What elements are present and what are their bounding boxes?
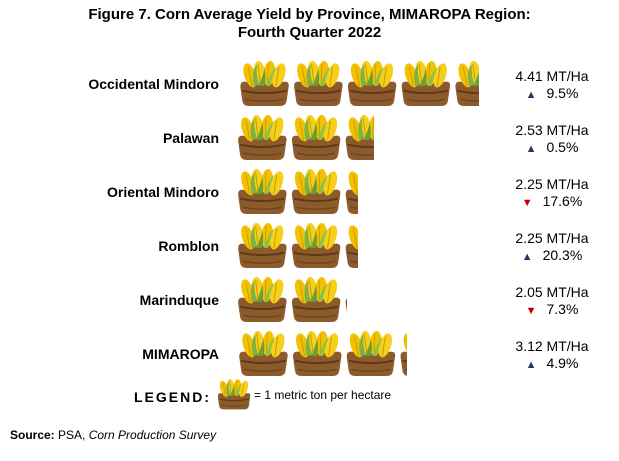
yield-value: 2.05 MT/Ha bbox=[515, 284, 589, 300]
yield-value: 4.41 MT/Ha bbox=[515, 68, 589, 84]
pictograph-bar bbox=[232, 275, 347, 323]
corn-sack-icon bbox=[237, 113, 288, 161]
corn-sack-icon bbox=[344, 167, 358, 215]
change-percent: 9.5% bbox=[546, 85, 579, 101]
corn-sack-icon bbox=[290, 275, 342, 323]
yield-value: 2.53 MT/Ha bbox=[515, 122, 589, 138]
corn-sack-icon bbox=[237, 275, 288, 323]
legend-label: LEGEND: bbox=[134, 389, 211, 405]
legend-corn-sack-icon bbox=[217, 378, 251, 411]
value-annotation: 2.05 MT/Ha ▼ 7.3% bbox=[482, 284, 619, 320]
value-annotation: 4.41 MT/Ha ▲ 9.5% bbox=[482, 68, 619, 104]
legend-text: = 1 metric ton per hectare bbox=[254, 388, 392, 402]
triangle-down-icon: ▼ bbox=[521, 197, 533, 209]
change-value: ▼ 7.3% bbox=[482, 301, 619, 320]
change-percent: 7.3% bbox=[546, 301, 579, 317]
change-value: ▲ 0.5% bbox=[482, 139, 619, 158]
change-percent: 0.5% bbox=[546, 139, 579, 155]
change-percent: 4.9% bbox=[546, 355, 579, 371]
pictograph-bar bbox=[232, 329, 407, 377]
value-annotation: 2.25 MT/Ha ▲ 20.3% bbox=[482, 230, 619, 266]
change-value: ▲ 20.3% bbox=[482, 247, 619, 266]
change-percent: 17.6% bbox=[542, 193, 583, 209]
corn-sack-icon bbox=[399, 329, 407, 377]
corn-sack-icon bbox=[239, 59, 290, 107]
corn-sack-icon bbox=[290, 221, 342, 269]
change-value: ▲ 4.9% bbox=[482, 355, 619, 374]
corn-sack-icon bbox=[237, 221, 288, 269]
corn-sack-icon bbox=[290, 167, 342, 215]
value-annotation: 2.25 MT/Ha ▼ 17.6% bbox=[482, 176, 619, 212]
value-annotation: 2.53 MT/Ha ▲ 0.5% bbox=[482, 122, 619, 158]
corn-sack-icon bbox=[345, 329, 397, 377]
corn-sack-icon bbox=[293, 59, 344, 107]
corn-sack-icon bbox=[237, 167, 288, 215]
change-value: ▲ 9.5% bbox=[482, 85, 619, 104]
province-label: Palawan bbox=[162, 130, 219, 146]
change-percent: 20.3% bbox=[542, 247, 583, 263]
corn-sack-icon bbox=[238, 329, 289, 377]
chart-title-line1: Figure 7. Corn Average Yield by Province… bbox=[88, 6, 531, 23]
pictograph-bar bbox=[232, 113, 374, 161]
corn-sack-icon bbox=[290, 113, 342, 161]
province-label: Marinduque bbox=[139, 292, 219, 308]
triangle-up-icon: ▲ bbox=[525, 359, 537, 371]
yield-value: 2.25 MT/Ha bbox=[515, 176, 589, 192]
source-note: Source: PSA, Corn Production Survey bbox=[10, 428, 216, 442]
change-value: ▼ 17.6% bbox=[482, 193, 619, 212]
value-annotation: 3.12 MT/Ha ▲ 4.9% bbox=[482, 338, 619, 374]
source-survey: Corn Production Survey bbox=[88, 428, 217, 442]
triangle-up-icon: ▲ bbox=[525, 89, 537, 101]
pictograph-bar bbox=[232, 59, 479, 107]
corn-sack-icon bbox=[344, 275, 347, 323]
pictograph-bar bbox=[232, 167, 358, 215]
corn-sack-icon bbox=[344, 221, 358, 269]
corn-sack-icon bbox=[344, 113, 374, 161]
yield-value: 3.12 MT/Ha bbox=[515, 338, 589, 354]
triangle-down-icon: ▼ bbox=[525, 305, 537, 317]
corn-sack-icon bbox=[346, 59, 398, 107]
triangle-up-icon: ▲ bbox=[525, 143, 537, 155]
province-label: MIMAROPA bbox=[142, 346, 219, 362]
source-agency: PSA, bbox=[54, 428, 89, 442]
chart-title: Figure 7. Corn Average Yield by Province… bbox=[0, 6, 619, 42]
corn-sack-icon bbox=[400, 59, 452, 107]
province-label: Oriental Mindoro bbox=[107, 184, 219, 200]
province-label: Romblon bbox=[158, 238, 219, 254]
triangle-up-icon: ▲ bbox=[521, 251, 533, 263]
chart-title-line2: Fourth Quarter 2022 bbox=[237, 24, 382, 41]
corn-sack-icon bbox=[454, 59, 479, 107]
pictograph-bar bbox=[232, 221, 358, 269]
corn-sack-icon bbox=[292, 329, 343, 377]
province-label: Occidental Mindoro bbox=[88, 76, 219, 92]
yield-value: 2.25 MT/Ha bbox=[515, 230, 589, 246]
source-label: Source: bbox=[10, 428, 55, 442]
